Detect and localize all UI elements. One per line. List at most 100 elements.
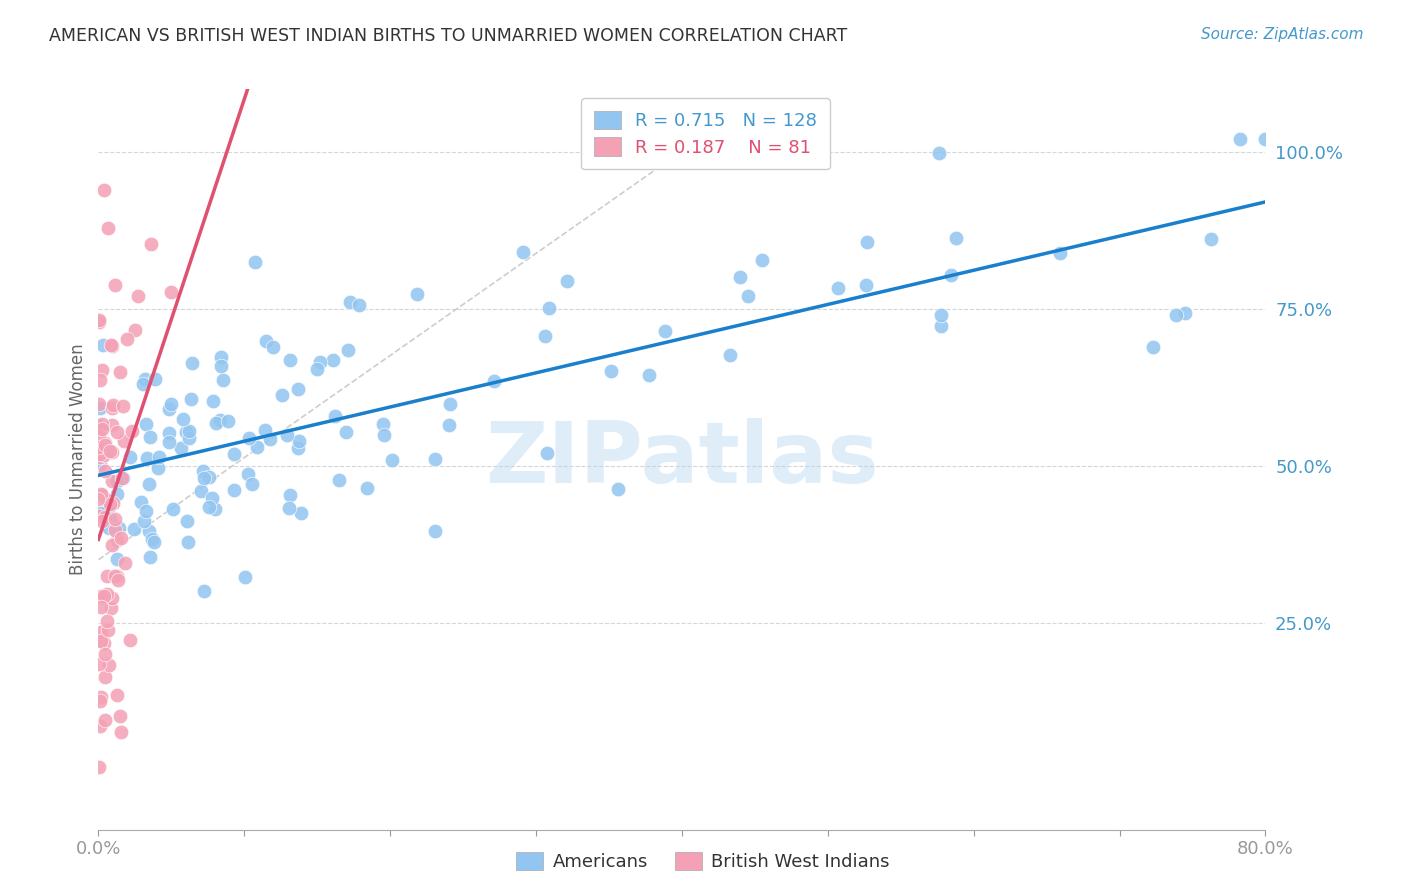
Point <box>135 504 157 518</box>
Point <box>190 483 212 498</box>
Point <box>100 338 122 352</box>
Point <box>347 298 370 312</box>
Point <box>96 587 118 601</box>
Point <box>129 494 152 508</box>
Point <box>928 145 950 160</box>
Point <box>101 474 124 488</box>
Point <box>437 418 460 433</box>
Point <box>87 429 110 443</box>
Point <box>138 549 160 564</box>
Point <box>1254 132 1277 146</box>
Point <box>143 372 166 386</box>
Point <box>371 417 394 431</box>
Point <box>98 512 121 526</box>
Point <box>90 589 112 603</box>
Point <box>262 340 284 354</box>
Point <box>139 236 162 251</box>
Point <box>240 476 263 491</box>
Point <box>718 348 741 362</box>
Point <box>198 500 221 514</box>
Point <box>162 501 184 516</box>
Point <box>101 401 124 416</box>
Point <box>138 524 160 538</box>
Point <box>202 394 225 409</box>
Point <box>482 375 505 389</box>
Point <box>107 574 129 588</box>
Point <box>287 441 309 455</box>
Point <box>110 709 132 723</box>
Point <box>328 473 350 487</box>
Point <box>90 599 112 614</box>
Point <box>191 465 214 479</box>
Point <box>93 636 115 650</box>
Point <box>138 430 160 444</box>
Point <box>97 500 120 515</box>
Point <box>134 514 156 528</box>
Point <box>104 277 127 292</box>
Point <box>177 424 200 438</box>
Point <box>90 514 112 528</box>
Point <box>423 452 446 467</box>
Point <box>87 491 110 506</box>
Point <box>101 445 124 459</box>
Point <box>94 464 117 478</box>
Point <box>91 488 114 502</box>
Point <box>98 496 121 510</box>
Point <box>193 584 215 599</box>
Text: ZIPatlas: ZIPatlas <box>485 417 879 501</box>
Point <box>287 434 309 448</box>
Point <box>439 397 461 411</box>
Point <box>209 359 232 374</box>
Point <box>205 417 228 431</box>
Point <box>105 688 128 702</box>
Point <box>87 657 110 671</box>
Point <box>121 425 143 439</box>
Point <box>180 392 202 407</box>
Point <box>89 450 111 464</box>
Point <box>270 388 292 402</box>
Point <box>381 453 404 467</box>
Point <box>939 268 962 282</box>
Point <box>146 460 169 475</box>
Point <box>198 469 221 483</box>
Point <box>148 450 170 464</box>
Point <box>246 440 269 454</box>
Point <box>929 309 952 323</box>
Point <box>101 538 124 552</box>
Point <box>93 713 115 727</box>
Point <box>254 334 277 348</box>
Point <box>423 524 446 539</box>
Point <box>1164 308 1187 322</box>
Point <box>96 623 118 637</box>
Point <box>93 589 115 603</box>
Point <box>235 570 257 584</box>
Point <box>534 329 557 343</box>
Point <box>94 647 117 661</box>
Point <box>104 569 127 583</box>
Point <box>93 338 115 352</box>
Point <box>157 402 180 417</box>
Point <box>96 493 118 508</box>
Point <box>238 467 260 482</box>
Point <box>87 439 110 453</box>
Point <box>276 427 298 442</box>
Point <box>607 483 630 497</box>
Point <box>827 281 849 295</box>
Point <box>97 521 120 535</box>
Point <box>339 294 361 309</box>
Point <box>277 500 299 515</box>
Point <box>730 270 752 285</box>
Point <box>94 510 117 524</box>
Point <box>107 521 129 535</box>
Point <box>105 425 128 440</box>
Point <box>98 444 121 458</box>
Point <box>87 418 110 433</box>
Text: Source: ZipAtlas.com: Source: ZipAtlas.com <box>1201 27 1364 42</box>
Point <box>104 524 127 538</box>
Point <box>114 556 136 570</box>
Point <box>176 514 198 528</box>
Point <box>105 551 128 566</box>
Point <box>322 352 344 367</box>
Point <box>309 354 332 368</box>
Point <box>600 364 623 378</box>
